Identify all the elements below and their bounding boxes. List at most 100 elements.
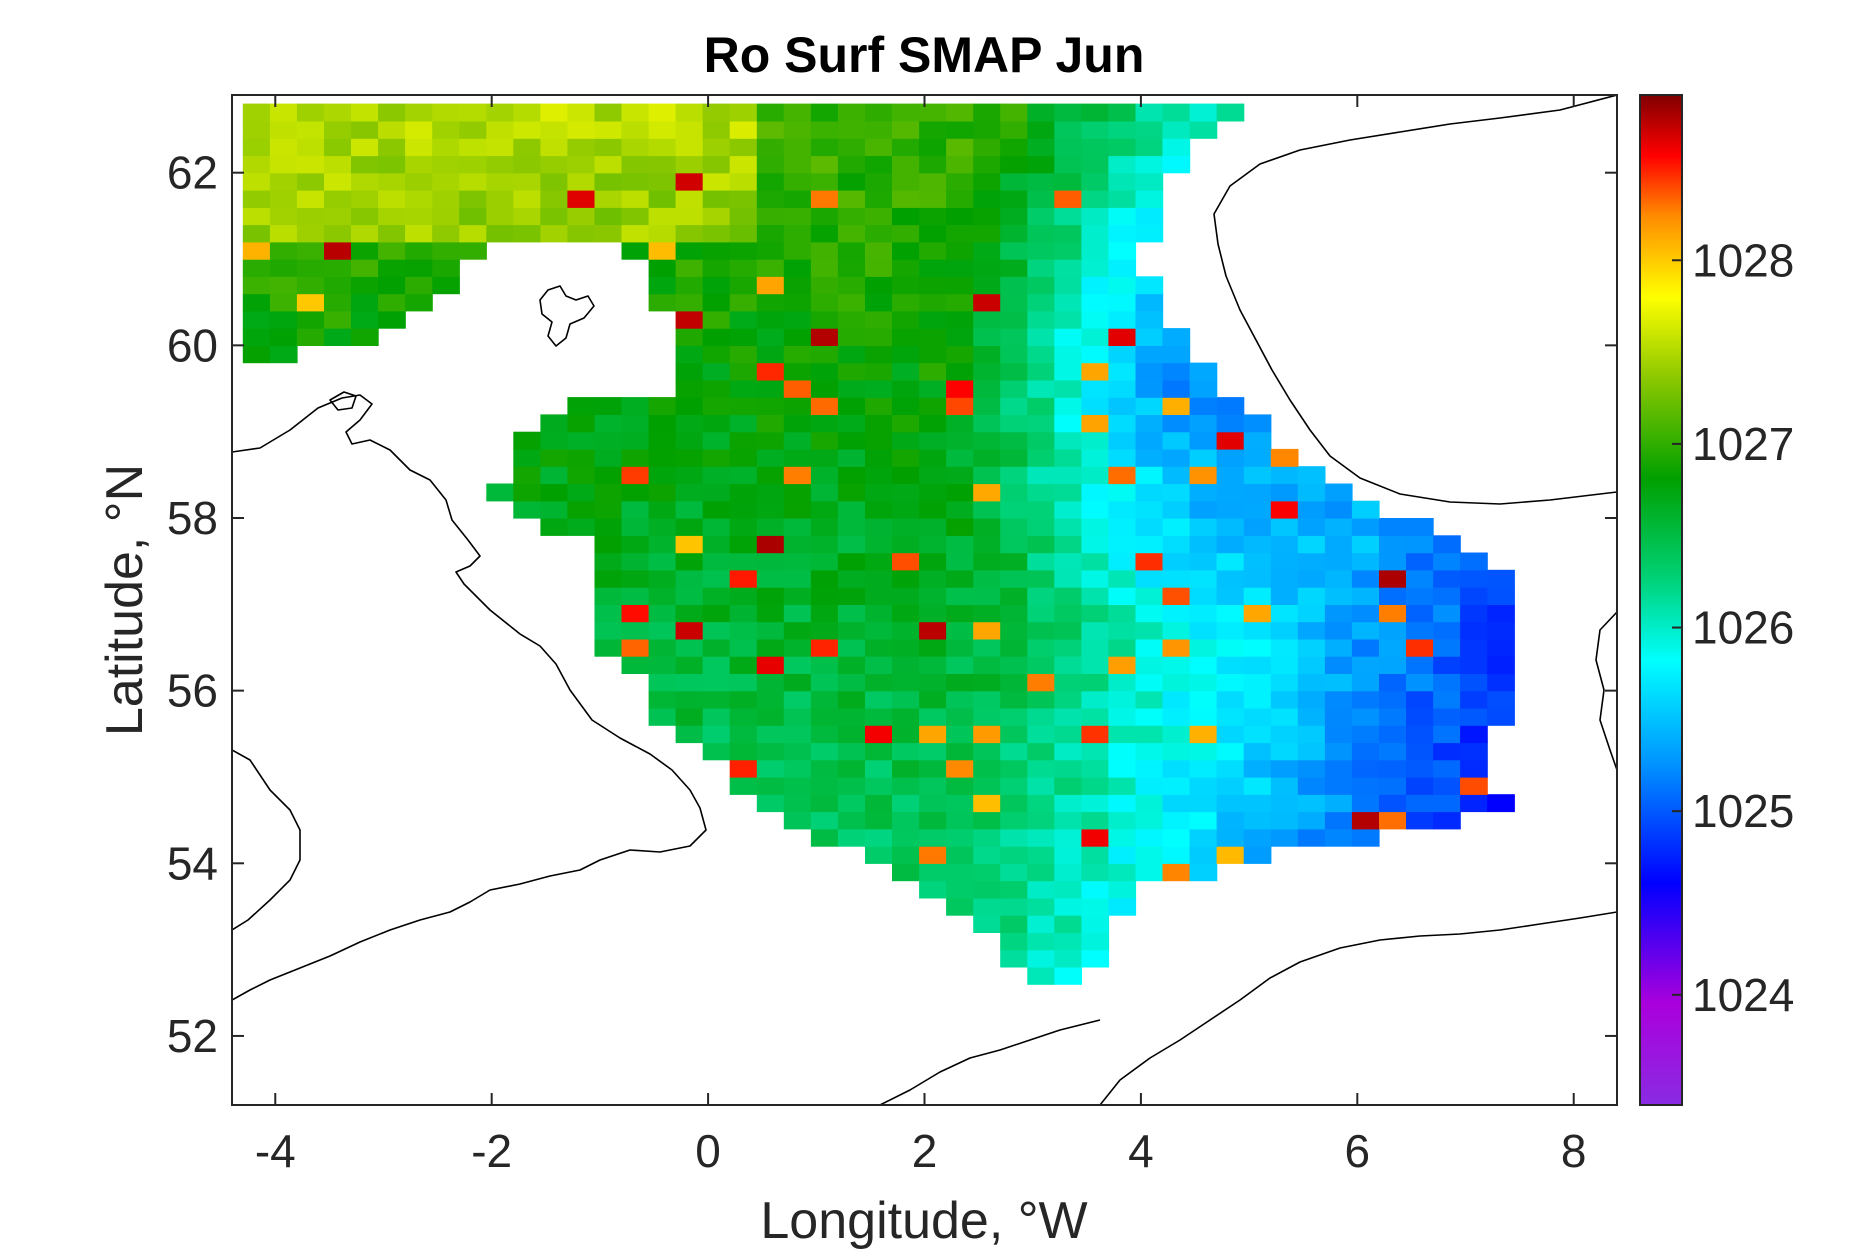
heatmap-cell [1189,604,1218,623]
heatmap-cell [405,207,433,226]
heatmap-cell [1135,190,1164,208]
heatmap-cell [1243,828,1272,847]
heatmap-cell [567,448,596,467]
heatmap-cell [1406,673,1434,692]
heatmap-cell [865,518,893,536]
heatmap-cell [540,448,569,467]
heatmap-cell [1216,397,1245,415]
heatmap-cell [837,310,866,329]
heatmap-cell [1000,362,1028,381]
heatmap-cell [1000,638,1028,657]
heatmap-cell [1433,535,1461,554]
heatmap-cell [946,155,974,174]
heatmap-cell [1054,379,1082,398]
heatmap-cell [729,310,758,329]
heatmap-cell [892,120,920,139]
heatmap-cell [919,362,947,381]
heatmap-cell [675,172,704,191]
heatmap-cell [756,448,785,467]
heatmap-cell [1379,759,1407,778]
heatmap-cell [1000,190,1028,208]
heatmap-cell [946,293,974,312]
heatmap-cell [1324,500,1353,519]
heatmap-cell [1027,587,1055,605]
heatmap-cell [1108,397,1137,415]
heatmap-cell [810,569,839,588]
x-tick-label: 8 [1561,1125,1587,1177]
heatmap-cell [919,448,947,467]
heatmap-cell [756,155,785,174]
heatmap-cell [973,379,1001,398]
heatmap-cell [1189,552,1218,571]
heatmap-cell [729,500,758,519]
heatmap-cell [1189,673,1218,692]
heatmap-cell [1000,811,1028,830]
heatmap-cell [1162,345,1191,364]
y-tick-label: 56 [167,665,218,717]
heatmap-cell [1351,569,1380,588]
heatmap-cell [675,224,704,243]
heatmap-cell [540,155,569,174]
heatmap-cell [946,638,974,657]
heatmap-cell [837,190,866,208]
heatmap-cell [594,621,623,640]
heatmap-cell [594,500,623,519]
heatmap-cell [919,155,947,174]
heatmap-cell [810,448,839,467]
heatmap-cell [1460,690,1488,709]
heatmap-cell [296,172,325,191]
heatmap-cell [729,604,758,623]
heatmap-cell [1379,518,1407,536]
heatmap-cell [756,569,785,588]
heatmap-cell [1460,707,1488,726]
heatmap-cell [1460,794,1488,813]
heatmap-cell [1000,759,1028,778]
heatmap-cell [1108,569,1137,588]
heatmap-cell [1433,656,1461,674]
heatmap-cell [1027,276,1055,295]
heatmap-cell [594,604,623,623]
heatmap-cell [405,293,433,312]
heatmap-cell [837,725,866,744]
heatmap-cell [892,483,920,502]
heatmap-cell [919,172,947,191]
heatmap-cell [1000,310,1028,329]
heatmap-cell [675,310,704,329]
heatmap-cell [1054,120,1082,139]
heatmap-cell [946,138,974,157]
heatmap-cell [675,103,704,122]
heatmap-cell [702,172,731,191]
y-axis-label: Latitude, °N [96,464,154,736]
heatmap-cell [702,155,731,174]
heatmap-cell [702,621,731,640]
heatmap-cell [648,103,677,122]
heatmap-cell [756,172,785,191]
heatmap-cell [946,310,974,329]
heatmap-cell [919,725,947,744]
heatmap-cell [1406,638,1434,657]
heatmap-cell [1081,518,1110,536]
heatmap-cell [892,742,920,761]
heatmap-cell [1000,483,1028,502]
heatmap-cell [973,241,1001,260]
heatmap-cell [810,224,839,243]
heatmap-cell [702,328,731,346]
heatmap-cell [702,259,731,277]
heatmap-cell [1081,690,1110,709]
heatmap-cell [919,138,947,157]
heatmap-cell [1000,103,1028,122]
heatmap-cell [1162,397,1191,415]
heatmap-cell [756,638,785,657]
heatmap-cell [702,345,731,364]
heatmap-cell [1297,604,1326,623]
heatmap-cell [1270,448,1299,467]
heatmap-cell [1054,828,1082,847]
heatmap-cell [269,241,298,260]
heatmap-cell [567,120,596,139]
heatmap-cell [648,241,677,260]
heatmap-cell [1216,656,1245,674]
heatmap-cell [621,518,650,536]
heatmap-cell [1027,638,1055,657]
heatmap-cell [729,259,758,277]
heatmap-cell [1487,621,1515,640]
